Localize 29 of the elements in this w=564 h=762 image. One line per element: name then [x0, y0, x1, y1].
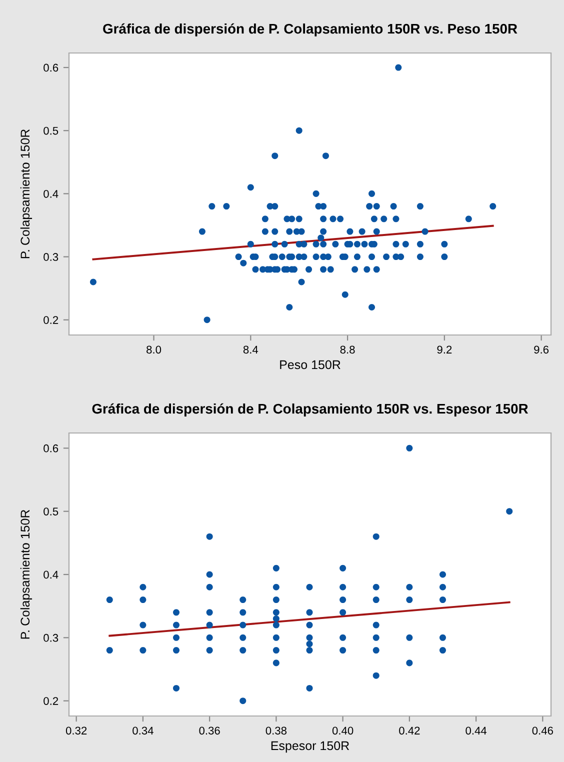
y-tick-label: 0.5 [44, 508, 58, 516]
x-tick-label: 8.4 [243, 346, 258, 354]
x-tick-label: 0.40 [332, 726, 354, 735]
chart-title: Gráfica de dispersión de P. Colapsamiento 150R vs. Peso 150R [103, 23, 518, 36]
y-tick-label: 0.3 [44, 253, 58, 261]
y-axis-title: P. Colapsamiento 150R [20, 129, 32, 258]
x-tick-label: 0.38 [266, 726, 287, 735]
x-tick-label: 0.46 [532, 726, 553, 735]
y-tick-label: 0.2 [44, 316, 58, 324]
y-tick-label: 0.6 [44, 444, 58, 452]
x-tick-label: 8.8 [340, 346, 355, 354]
x-tick-label: 0.36 [199, 726, 220, 735]
y-tick-label: 0.3 [44, 634, 58, 642]
y-axis-title: P. Colapsamiento 150R [20, 510, 32, 639]
x-tick-label: 8.0 [146, 346, 162, 354]
x-tick-label: 0.32 [66, 726, 87, 735]
x-tick-label: 0.44 [466, 726, 487, 735]
x-axis-title: Peso 150R [280, 360, 340, 370]
x-tick-label: 9.2 [437, 346, 452, 354]
x-tick-label: 9.6 [534, 346, 549, 354]
y-tick-label: 0.6 [44, 64, 58, 72]
y-tick-label: 0.5 [44, 126, 58, 135]
x-tick-label: 0.34 [132, 726, 154, 735]
y-tick-label: 0.4 [44, 570, 58, 579]
x-axis-title: Espesor 150R [271, 741, 350, 753]
x-tick-label: 0.42 [399, 726, 420, 735]
y-tick-label: 0.2 [44, 697, 58, 705]
y-tick-label: 0.4 [44, 190, 58, 198]
chart-title: Gráfica de dispersión de P. Colapsamiento 150R vs. Espesor 150R [92, 403, 528, 416]
